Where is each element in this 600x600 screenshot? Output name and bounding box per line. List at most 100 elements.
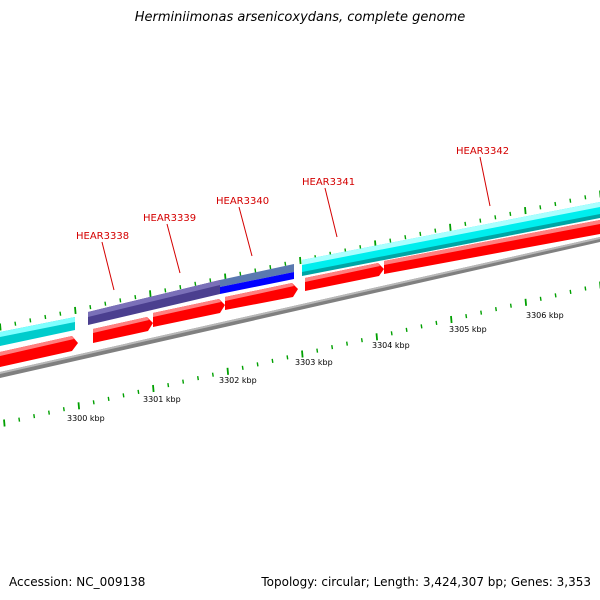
inner-tick-16	[241, 365, 244, 370]
inner-tick-37	[554, 293, 557, 298]
inner-tick-17	[256, 362, 259, 367]
map-title: Herminiimonas arsenicoxydans, complete g…	[134, 10, 466, 25]
gene-labels: HEAR3338 HEAR3339 HEAR3340 HEAR3341 HEAR…	[76, 146, 509, 291]
genome-summary-text: Topology: circular; Length: 3,424,307 bp…	[261, 575, 591, 589]
inner-tick-11	[167, 382, 170, 388]
scale-labels: 3300 kbp 3301 kbp 3302 kbp 3303 kbp 3304…	[67, 311, 564, 423]
inner-tick-19	[286, 355, 289, 360]
outer-tick-5	[74, 306, 77, 314]
svg-text:HEAR3342: HEAR3342	[456, 146, 509, 157]
outer-tick-4	[59, 311, 62, 316]
inner-tick-6	[92, 400, 95, 405]
inner-tick-14	[211, 372, 214, 377]
cds-arrow-4[interactable]	[225, 283, 298, 310]
gene-label-hear3339[interactable]: HEAR3339	[143, 213, 196, 274]
inner-tick-33	[495, 306, 497, 312]
inner-tick-23	[346, 341, 348, 346]
scale-label-3300: 3300 kbp	[67, 414, 105, 423]
cds-arrow-2[interactable]	[93, 317, 153, 343]
outer-tick-29	[434, 228, 437, 233]
outer-tick-13	[194, 281, 197, 286]
outer-tick-11	[164, 288, 167, 293]
blue-feature-top[interactable]	[220, 264, 294, 287]
outer-tick-24	[359, 245, 362, 250]
inner-tick-8	[122, 393, 125, 398]
svg-text:HEAR3341: HEAR3341	[302, 177, 355, 188]
cds-arrow-1-highlight	[0, 336, 74, 356]
outer-tick-38	[569, 198, 572, 203]
scale-label-3302: 3302 kbp	[219, 376, 257, 385]
cds-arrow-3[interactable]	[153, 299, 225, 327]
inner-tick-0	[3, 419, 6, 427]
svg-text:HEAR3338: HEAR3338	[76, 231, 129, 242]
outer-tick-1	[14, 321, 17, 326]
inner-tick-9	[137, 389, 140, 395]
outer-tick-35	[524, 207, 527, 215]
outer-tick-6	[89, 304, 92, 310]
inner-tick-22	[331, 344, 334, 350]
cds-track	[0, 220, 600, 367]
inner-tick-12	[182, 379, 185, 384]
inner-tick-10	[152, 384, 155, 393]
backbone	[0, 237, 600, 378]
gene-label-hear3338[interactable]: HEAR3338	[76, 231, 129, 291]
outer-tick-19	[284, 261, 287, 266]
gene-label-hear3341[interactable]: HEAR3341	[302, 177, 355, 238]
blue-feature[interactable]	[220, 272, 294, 294]
cds-arrow-5-highlight	[305, 263, 380, 282]
outer-tick-34	[509, 211, 512, 217]
cds-arrow-1[interactable]	[0, 336, 78, 367]
cyan-feature-left-highlight	[0, 317, 75, 337]
outer-tick-12	[179, 284, 182, 290]
inner-tick-26	[390, 331, 393, 336]
inner-tick-28	[420, 324, 423, 329]
inner-tick-25	[375, 333, 378, 341]
inner-tick-27	[405, 327, 408, 333]
cds-arrow-3-highlight	[153, 299, 221, 317]
accession-text: Accession: NC_009138	[9, 575, 146, 589]
cds-arrow-4-highlight	[225, 283, 294, 301]
scale-label-3306: 3306 kbp	[526, 311, 564, 320]
inner-tick-15	[226, 367, 229, 375]
inner-tick-5	[77, 402, 80, 410]
outer-tick-3	[44, 314, 47, 320]
outer-tick-18	[269, 264, 272, 270]
outer-tick-8	[119, 298, 122, 303]
outer-tick-33	[494, 215, 497, 220]
inner-tick-36	[539, 296, 542, 301]
inner-tick-3	[48, 410, 50, 415]
inner-tick-35	[524, 298, 527, 306]
cds-arrow-2-highlight	[93, 317, 149, 333]
cyan-feature-right-shadow	[302, 214, 600, 276]
outer-tick-10	[149, 290, 152, 298]
inner-tick-32	[480, 310, 483, 315]
scale-label-3303: 3303 kbp	[295, 358, 333, 367]
cyan-feature-right-highlight	[302, 202, 600, 265]
inner-tick-30	[450, 315, 453, 324]
inner-tick-13	[197, 375, 199, 381]
purple-feature-highlight	[88, 280, 220, 317]
outer-tick-7	[104, 301, 107, 306]
outer-tick-27	[404, 235, 407, 240]
scale-label-3301: 3301 kbp	[143, 395, 181, 404]
inner-tick-31	[465, 313, 468, 319]
scale-label-3304: 3304 kbp	[372, 341, 410, 350]
outer-tick-32	[479, 218, 482, 223]
inner-tick-24	[360, 338, 363, 343]
inner-tick-39	[584, 286, 587, 291]
inner-tick-row	[3, 281, 600, 427]
cds-arrow-5[interactable]	[305, 263, 384, 291]
cds-arrow-6-highlight	[384, 220, 600, 265]
inner-tick-4	[62, 407, 65, 412]
outer-tick-26	[389, 238, 392, 243]
outer-tick-37	[554, 201, 557, 207]
inner-tick-2	[33, 413, 36, 419]
outer-tick-39	[584, 195, 587, 200]
gene-label-hear3340[interactable]: HEAR3340	[216, 196, 269, 257]
gene-label-hear3342[interactable]: HEAR3342	[456, 146, 509, 207]
outer-tick-2	[29, 318, 32, 323]
inner-tick-1	[18, 417, 21, 422]
inner-tick-38	[569, 289, 572, 295]
inner-tick-20	[301, 350, 304, 358]
